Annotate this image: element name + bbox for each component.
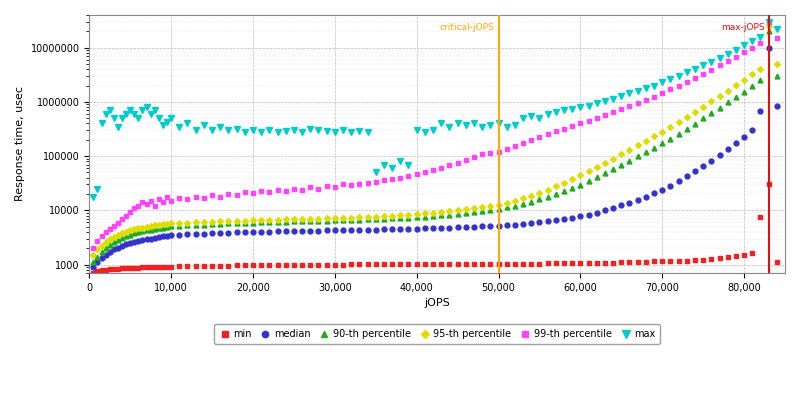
- median: [764, 45, 774, 50]
- Line: 90-th percentile: 90-th percentile: [91, 29, 779, 265]
- Line: max: max: [90, 19, 780, 200]
- max: [772, 27, 782, 32]
- max: [207, 128, 217, 133]
- max: [89, 194, 98, 199]
- 99-th percentile: [764, 19, 774, 24]
- 95-th percentile: [469, 206, 478, 211]
- Legend: min, median, 90-th percentile, 95-th percentile, 99-th percentile, max: min, median, 90-th percentile, 95-th per…: [214, 324, 661, 344]
- min: [89, 270, 98, 275]
- median: [89, 265, 98, 270]
- 90-th percentile: [469, 210, 478, 215]
- Line: 95-th percentile: 95-th percentile: [91, 24, 779, 257]
- median: [154, 235, 164, 240]
- 90-th percentile: [306, 219, 315, 224]
- 95-th percentile: [154, 222, 164, 227]
- min: [306, 262, 315, 267]
- min: [330, 262, 340, 267]
- min: [584, 260, 594, 265]
- 90-th percentile: [154, 226, 164, 231]
- max: [469, 121, 478, 126]
- max: [330, 130, 340, 134]
- 99-th percentile: [469, 155, 478, 160]
- min: [469, 262, 478, 266]
- 90-th percentile: [764, 29, 774, 34]
- Text: max-jOPS: max-jOPS: [721, 24, 765, 32]
- median: [330, 228, 340, 233]
- min: [207, 263, 217, 268]
- 95-th percentile: [306, 216, 315, 221]
- min: [764, 182, 774, 187]
- 95-th percentile: [584, 169, 594, 174]
- max: [584, 103, 594, 108]
- Text: critical-jOPS: critical-jOPS: [440, 24, 494, 32]
- median: [469, 224, 478, 229]
- median: [584, 212, 594, 217]
- 99-th percentile: [330, 184, 340, 189]
- 99-th percentile: [772, 36, 782, 40]
- Y-axis label: Response time, usec: Response time, usec: [15, 86, 25, 202]
- 95-th percentile: [89, 253, 98, 258]
- median: [772, 103, 782, 108]
- median: [306, 228, 315, 233]
- 90-th percentile: [89, 260, 98, 265]
- 90-th percentile: [772, 74, 782, 78]
- 90-th percentile: [584, 178, 594, 183]
- min: [772, 260, 782, 265]
- 95-th percentile: [764, 24, 774, 28]
- max: [154, 116, 164, 121]
- 99-th percentile: [584, 118, 594, 123]
- 99-th percentile: [89, 246, 98, 251]
- 90-th percentile: [207, 222, 217, 226]
- Line: min: min: [91, 182, 779, 275]
- X-axis label: jOPS: jOPS: [424, 298, 450, 308]
- 99-th percentile: [154, 197, 164, 202]
- 99-th percentile: [306, 184, 315, 189]
- min: [154, 264, 164, 269]
- median: [207, 231, 217, 236]
- 90-th percentile: [330, 218, 340, 223]
- 95-th percentile: [772, 62, 782, 66]
- 95-th percentile: [207, 219, 217, 224]
- max: [764, 19, 774, 24]
- Line: median: median: [91, 45, 779, 270]
- Line: 99-th percentile: 99-th percentile: [91, 19, 779, 251]
- 95-th percentile: [330, 216, 340, 220]
- max: [306, 126, 315, 131]
- 99-th percentile: [207, 193, 217, 198]
